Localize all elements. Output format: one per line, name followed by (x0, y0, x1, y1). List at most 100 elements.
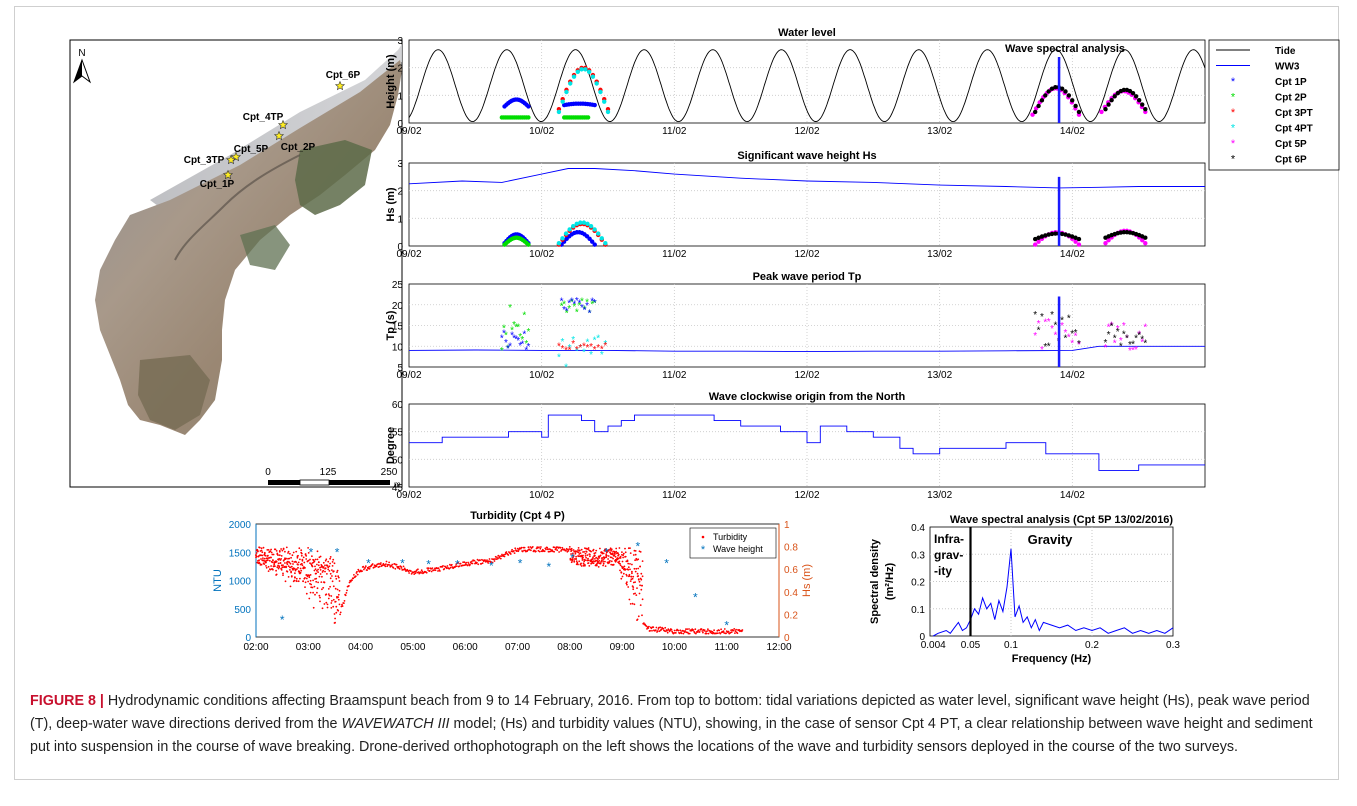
turbidity-point (316, 563, 318, 566)
turbidity-point (688, 632, 691, 635)
turbidity-legend: Turbidity * Wave height (689, 527, 777, 559)
turbidity-point (471, 562, 474, 565)
turbidity-point (641, 560, 644, 562)
data-point (1103, 241, 1108, 246)
turbidity-point (437, 567, 440, 570)
turbidity-point (277, 567, 280, 570)
turbidity-point (619, 557, 622, 559)
turbidity-point (499, 555, 501, 557)
turbidity-point (298, 570, 301, 573)
x-tick-label: 10/02 (529, 249, 554, 260)
data-point: * (518, 332, 522, 343)
legend-label: Cpt 4PT (1275, 124, 1313, 135)
turbidity-point (301, 559, 304, 562)
y-tick-label: 55 (392, 428, 404, 439)
data-point: * (578, 343, 582, 354)
turbidity-point (317, 564, 320, 567)
turbidity-point (297, 554, 299, 557)
turbidity-point (291, 560, 294, 563)
turbidity-point (323, 603, 326, 605)
y-tick-label: 15 (392, 322, 404, 333)
turbidity-point (719, 632, 722, 635)
turbidity-point (555, 546, 558, 549)
turbidity-point (638, 592, 641, 595)
turbidity-point (664, 626, 667, 629)
turbidity-point (734, 630, 737, 633)
turbidity-point (580, 548, 583, 551)
turbidity-point (621, 575, 624, 578)
data-point: * (575, 296, 579, 307)
turbidity-point (315, 572, 318, 575)
turbidity-point (267, 554, 269, 557)
data-point (1121, 230, 1127, 235)
turbidity-point (516, 547, 519, 550)
vegetation-patch (295, 140, 372, 215)
turbidity-point (319, 596, 321, 599)
turbidity-point (305, 558, 308, 560)
data-point (571, 74, 577, 79)
data-point: * (1140, 337, 1144, 348)
x-tick-label: 0.05 (961, 640, 981, 651)
chart-title: Significant wave height Hs (737, 150, 876, 162)
data-point: * (588, 308, 592, 319)
data-point: * (1077, 339, 1081, 350)
y-axis-unit: (m²/Hz) (884, 563, 896, 601)
data-point (589, 239, 595, 244)
turbidity-point (343, 602, 345, 604)
turbidity-point (465, 561, 468, 564)
turbidity-point (572, 549, 575, 551)
turbidity-point (476, 561, 478, 564)
turbidity-point (595, 564, 598, 567)
data-point (594, 81, 599, 86)
turbidity-point (282, 572, 284, 575)
turbidity-point (582, 556, 584, 559)
turbidity-point (332, 605, 335, 608)
legend-swatch: * (701, 544, 706, 556)
turbidity-point (337, 575, 340, 578)
y-tick-label: 3 (397, 159, 403, 170)
tide-series-line (408, 49, 1206, 123)
turbidity-point (290, 575, 293, 577)
turbidity-point (330, 602, 333, 604)
turbidity-point (410, 570, 412, 572)
turbidity-point (317, 561, 320, 564)
turbidity-point (309, 574, 312, 576)
turbidity-point (312, 606, 315, 609)
data-point: * (1122, 321, 1126, 332)
turbidity-point (333, 562, 336, 565)
turbidity-point (313, 560, 316, 563)
turbidity-point (463, 561, 466, 564)
turbidity-point (572, 552, 574, 555)
turbidity-point (285, 546, 288, 549)
data-point (571, 223, 576, 229)
turbidity-point (639, 604, 642, 606)
spectrum-panel: 0.004 0.05 0.1 0.2 0.3 0 0.1 0.2 0.3 0.4 Wave spec… (869, 514, 1180, 665)
turbidity-point (531, 546, 534, 548)
data-point: * (1074, 328, 1078, 339)
x-tick-label: 13/02 (927, 370, 952, 381)
data-point: * (1104, 343, 1108, 354)
turbidity-point (503, 555, 506, 558)
data-point (581, 220, 587, 225)
annotation-label: Wave spectral analysis (1005, 43, 1125, 55)
turbidity-point (329, 572, 332, 575)
turbidity-point (305, 592, 308, 595)
turbidity-point (337, 596, 340, 598)
turbidity-point (385, 560, 388, 563)
data-point: * (1053, 330, 1057, 341)
data-point (560, 99, 565, 104)
turbidity-point (624, 568, 627, 571)
turbidity-point (338, 589, 341, 592)
data-point (602, 99, 607, 104)
turbidity-point (287, 552, 289, 554)
turbidity-point (307, 559, 310, 562)
turbidity-point (598, 560, 601, 562)
turbidity-point (309, 562, 311, 564)
turbidity-point (688, 628, 690, 630)
data-point: * (520, 340, 524, 351)
data-point: * (586, 343, 590, 354)
turbidity-point (272, 568, 274, 571)
turbidity-point (290, 565, 293, 568)
turbidity-point (580, 562, 582, 565)
turbidity-point (738, 629, 741, 631)
